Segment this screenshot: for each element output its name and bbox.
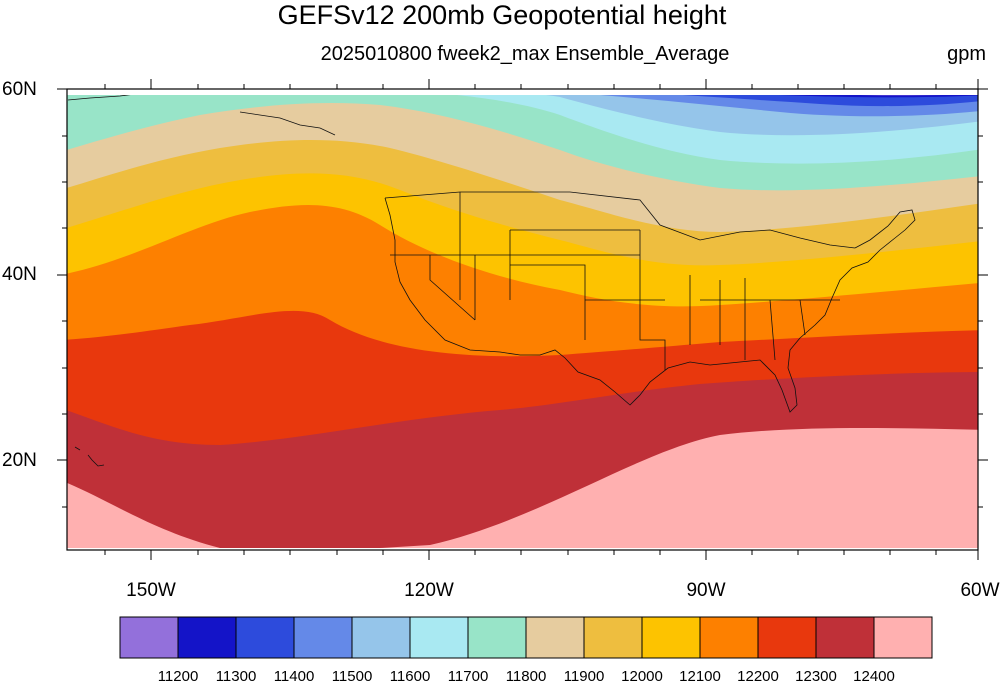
colorbar-swatch [757,616,817,659]
lon-ticks [104,79,979,560]
colorbar-level-label: 11800 [505,668,547,685]
units-label: gpm [947,43,986,65]
colorbar-swatch [873,616,933,659]
colorbar-swatch [293,616,353,659]
lon-label-90w: 90W [686,580,726,601]
colorbar-swatch [351,616,411,659]
colorbar-swatch [235,616,295,659]
lat-ticks [57,88,988,508]
colorbar-swatch [815,616,875,659]
colorbar-swatch [119,616,179,659]
colorbar-swatch [699,616,759,659]
colorbar-level-label: 12400 [853,668,895,685]
lat-label-40n: 40N [2,264,37,285]
colorbar-level-label: 11700 [447,668,489,685]
colorbar-level-label: 11600 [389,668,431,685]
colorbar-swatch [583,616,643,659]
coastlines [67,95,916,467]
lat-label-20n: 20N [2,450,37,471]
colorbar-level-label: 12200 [737,668,779,685]
colorbar-level-label: 12000 [621,668,663,685]
contour-fill [67,95,978,548]
colorbar-level-label: 11300 [215,668,257,685]
colorbar-level-label: 11900 [563,668,605,685]
colorbar-level-label: 11200 [157,668,199,685]
map-subtitle: 2025010800 fweek2_max Ensemble_Average [320,43,730,65]
lat-label-60n: 60N [2,79,37,100]
lon-label-60w: 60W [960,580,1000,601]
colorbar-swatch [409,616,469,659]
colorbar-swatch [641,616,701,659]
map-title: GEFSv12 200mb Geopotential height [277,0,727,30]
colorbar-swatch [525,616,585,659]
map-frame [66,88,979,551]
lon-label-150w: 150W [126,580,176,601]
colorbar-level-label: 12300 [795,668,837,685]
colorbar-swatch [467,616,527,659]
lon-label-120w: 120W [404,580,454,601]
colorbar-level-label: 11500 [331,668,373,685]
colorbar-level-label: 12100 [679,668,721,685]
colorbar [119,616,933,659]
colorbar-swatch [177,616,237,659]
colorbar-level-label: 11400 [273,668,315,685]
